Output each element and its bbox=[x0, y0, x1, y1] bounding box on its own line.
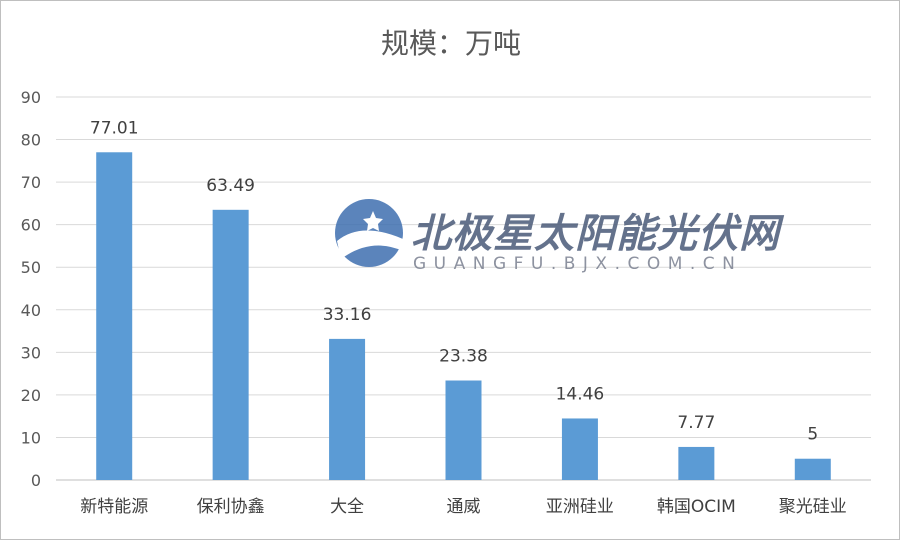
data-label: 23.38 bbox=[439, 347, 488, 367]
y-tick-label: 0 bbox=[31, 471, 41, 490]
bar bbox=[794, 458, 831, 480]
bar bbox=[445, 380, 482, 480]
watermark-url: GUANGFU.BJX.COM.CN bbox=[413, 254, 742, 274]
y-tick-label: 80 bbox=[21, 131, 41, 150]
x-axis: 新特能源 保利协鑫 大全 通威 亚洲硅业 韩国OCIM 聚光硅业 bbox=[80, 497, 847, 517]
data-label: 63.49 bbox=[206, 176, 255, 196]
data-label: 7.77 bbox=[677, 413, 715, 433]
gridlines bbox=[56, 96, 871, 481]
y-tick-label: 70 bbox=[21, 173, 41, 192]
bar bbox=[561, 418, 598, 480]
bar bbox=[212, 209, 249, 481]
y-tick-label: 20 bbox=[21, 386, 41, 405]
data-label: 5 bbox=[807, 425, 818, 445]
bar bbox=[96, 152, 133, 480]
x-tick-label: 保利协鑫 bbox=[197, 497, 265, 517]
bars bbox=[96, 152, 831, 481]
y-axis: 0 10 20 30 40 50 60 70 80 90 bbox=[21, 88, 41, 490]
data-label: 77.01 bbox=[90, 118, 139, 138]
x-tick-label: 通威 bbox=[447, 497, 481, 517]
y-tick-label: 10 bbox=[21, 428, 41, 447]
y-tick-label: 30 bbox=[21, 343, 41, 362]
x-tick-label: 新特能源 bbox=[80, 497, 148, 517]
data-labels: 77.01 63.49 33.16 23.38 14.46 7.77 5 bbox=[90, 118, 818, 444]
bar bbox=[678, 446, 715, 480]
data-label: 33.16 bbox=[323, 305, 372, 325]
star-icon bbox=[363, 211, 383, 231]
bar bbox=[329, 338, 366, 480]
y-tick-label: 50 bbox=[21, 258, 41, 277]
watermark-name: 北极星太阳能光伏网 bbox=[411, 211, 785, 257]
data-label: 14.46 bbox=[556, 384, 605, 404]
y-tick-label: 90 bbox=[21, 88, 41, 107]
y-tick-label: 40 bbox=[21, 301, 41, 320]
x-tick-label: 大全 bbox=[330, 497, 364, 517]
y-tick-label: 60 bbox=[21, 216, 41, 235]
watermark-logo: 北极星太阳能光伏网 GUANGFU.BJX.COM.CN bbox=[335, 199, 785, 274]
x-tick-label: 聚光硅业 bbox=[779, 497, 847, 517]
x-tick-label: 韩国OCIM bbox=[657, 497, 736, 517]
chart-title: 规模：万吨 bbox=[381, 27, 521, 60]
x-tick-label: 亚洲硅业 bbox=[546, 497, 614, 517]
